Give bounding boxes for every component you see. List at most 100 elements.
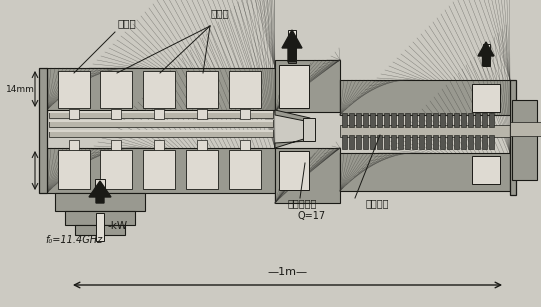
Text: 驻波谐振腔: 驻波谐振腔 xyxy=(288,198,318,208)
Bar xyxy=(483,44,490,66)
Bar xyxy=(461,113,466,127)
Bar xyxy=(303,118,315,141)
Bar xyxy=(384,135,389,149)
Bar xyxy=(405,135,410,149)
Bar xyxy=(47,148,275,193)
Bar xyxy=(275,60,340,112)
Bar xyxy=(377,135,382,149)
Bar xyxy=(482,135,487,149)
Bar xyxy=(96,213,104,241)
Bar xyxy=(279,65,309,108)
Text: —1m—: —1m— xyxy=(267,267,308,277)
Bar xyxy=(447,135,452,149)
Bar xyxy=(58,71,90,108)
Bar xyxy=(229,71,261,108)
Text: 输入腔: 输入腔 xyxy=(117,18,136,28)
Bar xyxy=(472,84,500,112)
Bar xyxy=(363,135,368,149)
Bar xyxy=(65,211,135,225)
Text: Q=17: Q=17 xyxy=(298,211,326,221)
Bar xyxy=(475,135,480,149)
Bar xyxy=(143,71,175,108)
Bar xyxy=(370,135,375,149)
Bar xyxy=(454,113,459,127)
Bar xyxy=(49,111,273,113)
Bar xyxy=(95,179,105,195)
Bar xyxy=(275,148,340,203)
Bar xyxy=(143,150,175,189)
Bar xyxy=(482,113,487,127)
Bar xyxy=(349,135,354,149)
Bar xyxy=(342,113,347,127)
Bar xyxy=(197,109,207,119)
Bar xyxy=(419,135,424,149)
Bar xyxy=(186,150,218,189)
Bar xyxy=(356,135,361,149)
Bar xyxy=(342,135,347,149)
Bar xyxy=(240,109,250,119)
Bar xyxy=(229,150,261,189)
Bar xyxy=(426,113,431,127)
Bar xyxy=(391,135,396,149)
Bar xyxy=(49,130,273,137)
Bar xyxy=(412,135,417,149)
Bar xyxy=(363,113,368,127)
Bar xyxy=(49,111,273,118)
Bar xyxy=(510,122,541,136)
Bar xyxy=(49,120,273,122)
Bar xyxy=(100,150,132,189)
Bar xyxy=(288,30,296,63)
Bar xyxy=(412,113,417,127)
Bar xyxy=(468,135,473,149)
Bar xyxy=(426,135,431,149)
Bar xyxy=(433,113,438,127)
Bar xyxy=(240,140,250,150)
Polygon shape xyxy=(275,137,310,148)
Bar xyxy=(47,68,275,110)
Bar xyxy=(398,135,403,149)
FancyArrow shape xyxy=(478,42,494,66)
Bar xyxy=(197,140,207,150)
Bar xyxy=(111,109,121,119)
Bar xyxy=(69,109,79,119)
Bar xyxy=(440,113,445,127)
Text: f₀=11.4GHz: f₀=11.4GHz xyxy=(45,235,102,245)
Bar xyxy=(377,113,382,127)
Text: 14mm: 14mm xyxy=(6,84,35,94)
Bar xyxy=(340,80,510,115)
Bar xyxy=(340,125,510,137)
Bar xyxy=(349,113,354,127)
Bar xyxy=(440,135,445,149)
Bar xyxy=(472,156,500,184)
Bar xyxy=(279,151,309,190)
Bar xyxy=(512,100,537,180)
Bar xyxy=(55,193,145,211)
Bar xyxy=(186,71,218,108)
Bar xyxy=(468,113,473,127)
Bar xyxy=(356,113,361,127)
Bar xyxy=(489,113,494,127)
Bar xyxy=(391,113,396,127)
Bar xyxy=(154,140,164,150)
Bar xyxy=(58,150,90,189)
Bar xyxy=(433,135,438,149)
Bar xyxy=(49,130,273,132)
Bar xyxy=(510,80,516,195)
FancyArrow shape xyxy=(89,181,111,203)
Bar xyxy=(454,135,459,149)
Bar xyxy=(111,140,121,150)
Bar xyxy=(154,109,164,119)
Text: 增益腔: 增益腔 xyxy=(210,8,229,18)
Bar xyxy=(39,68,47,193)
Bar xyxy=(398,113,403,127)
Bar xyxy=(447,113,452,127)
Bar xyxy=(75,225,125,235)
Bar xyxy=(419,113,424,127)
Bar xyxy=(489,135,494,149)
Text: 行波结构: 行波结构 xyxy=(366,198,390,208)
Bar xyxy=(370,113,375,127)
Bar xyxy=(461,135,466,149)
Bar xyxy=(475,113,480,127)
Bar xyxy=(405,113,410,127)
FancyArrow shape xyxy=(282,30,302,62)
